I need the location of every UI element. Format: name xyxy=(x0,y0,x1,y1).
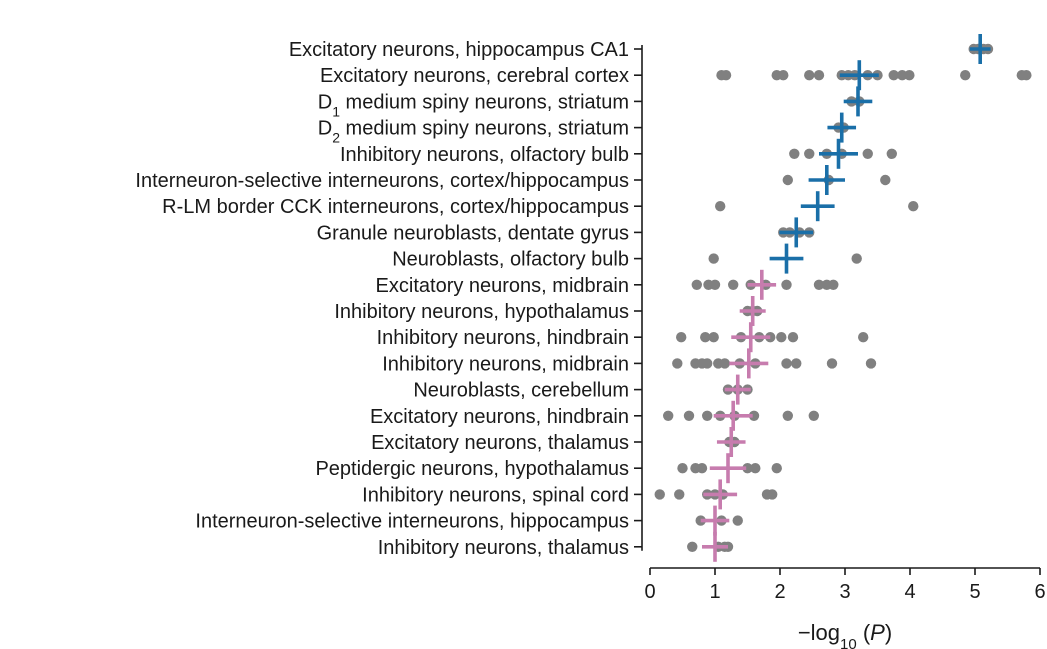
data-point xyxy=(674,489,685,500)
category-label: Granule neuroblasts, dentate gyrus xyxy=(317,222,629,244)
data-point xyxy=(677,463,688,474)
data-point xyxy=(804,70,815,81)
data-point xyxy=(897,70,908,81)
data-point xyxy=(1021,70,1032,81)
category-label: R-LM border CCK interneurons, cortex/hip… xyxy=(162,196,629,218)
data-point xyxy=(851,253,862,264)
category-label: Inhibitory neurons, midbrain xyxy=(382,353,629,375)
category-label: Peptidergic neurons, hypothalamus xyxy=(315,458,629,480)
data-point xyxy=(880,174,891,186)
data-point xyxy=(888,70,899,81)
data-point xyxy=(732,515,743,526)
x-axis-title-prefix: −log xyxy=(798,620,840,645)
x-axis-title-subscript: 10 xyxy=(840,636,857,649)
category-label: Inhibitory neurons, thalamus xyxy=(378,537,629,559)
x-axis-title: −log10 (P) xyxy=(798,620,892,649)
data-point xyxy=(683,410,695,421)
data-point xyxy=(702,358,713,369)
data-point xyxy=(702,410,713,421)
category-label: Interneuron-selective interneurons, cort… xyxy=(135,170,629,192)
data-point xyxy=(865,358,877,369)
data-point xyxy=(886,148,897,159)
data-point xyxy=(858,332,869,343)
category-label: Inhibitory neurons, olfactory bulb xyxy=(340,144,629,166)
data-point xyxy=(691,279,702,290)
x-tick-label: 5 xyxy=(969,581,980,603)
data-point xyxy=(781,358,792,369)
data-point xyxy=(672,358,683,369)
data-point xyxy=(960,70,971,81)
data-point xyxy=(654,489,665,500)
data-point xyxy=(715,201,726,212)
x-tick-label: 6 xyxy=(1034,581,1045,603)
data-point xyxy=(908,201,919,212)
category-label: Excitatory neurons, cerebral cortex xyxy=(320,65,629,87)
x-axis-title-var: P xyxy=(870,620,885,645)
category-label: Inhibitory neurons, spinal cord xyxy=(362,484,629,506)
data-point xyxy=(767,489,778,500)
category-label: Inhibitory neurons, hindbrain xyxy=(377,327,629,349)
data-point xyxy=(904,70,915,81)
category-label: Neuroblasts, olfactory bulb xyxy=(392,249,629,271)
data-point xyxy=(826,358,838,369)
data-point xyxy=(687,541,698,552)
data-point xyxy=(696,463,708,474)
category-label: Excitatory neurons, thalamus xyxy=(371,432,629,454)
x-tick-label: 1 xyxy=(709,581,720,603)
group-means-layer xyxy=(700,34,991,562)
data-point xyxy=(700,332,711,343)
data-point xyxy=(789,148,800,159)
data-point xyxy=(782,410,793,421)
x-axis-title-close: ) xyxy=(885,620,892,645)
data-point xyxy=(708,332,719,343)
data-point xyxy=(750,463,761,474)
category-label: D1 medium spiny neurons, striatum xyxy=(318,91,629,119)
data-point xyxy=(778,70,789,81)
data-point xyxy=(719,358,730,369)
data-point xyxy=(781,279,792,290)
data-point xyxy=(782,174,793,186)
data-point xyxy=(813,70,825,81)
data-point xyxy=(663,410,674,421)
data-point xyxy=(708,253,719,264)
data-point xyxy=(676,332,687,343)
category-label: Excitatory neurons, midbrain xyxy=(376,275,629,297)
data-point xyxy=(813,279,825,290)
category-label: Inhibitory neurons, hypothalamus xyxy=(334,301,629,323)
data-point xyxy=(728,279,739,290)
category-label: Interneuron-selective interneurons, hipp… xyxy=(195,511,629,533)
data-point xyxy=(787,332,799,343)
x-tick-label: 4 xyxy=(904,581,915,603)
data-point xyxy=(791,358,802,369)
category-label: Excitatory neurons, hippocampus CA1 xyxy=(289,39,629,61)
x-tick-label: 3 xyxy=(839,581,850,603)
category-labels-layer: Excitatory neurons, hippocampus CA1 Excit… xyxy=(135,39,629,559)
x-tick-label: 2 xyxy=(774,581,785,603)
axes-layer: 0 1 2 3 4 5 6 xyxy=(634,45,1046,603)
data-point xyxy=(804,148,815,159)
data-point xyxy=(742,463,753,474)
x-axis-title-open: ( xyxy=(857,620,871,645)
data-point xyxy=(771,463,782,474)
data-point xyxy=(748,410,760,421)
x-tick-label: 0 xyxy=(644,581,655,603)
data-point xyxy=(828,279,839,290)
category-label: Excitatory neurons, hindbrain xyxy=(370,406,629,428)
category-label: Neuroblasts, cerebellum xyxy=(413,380,629,402)
data-point xyxy=(720,70,732,81)
data-point xyxy=(808,410,819,421)
data-point xyxy=(776,332,787,343)
category-label: D2 medium spiny neurons, striatum xyxy=(318,118,629,146)
data-point xyxy=(709,279,721,290)
data-point xyxy=(862,148,873,159)
